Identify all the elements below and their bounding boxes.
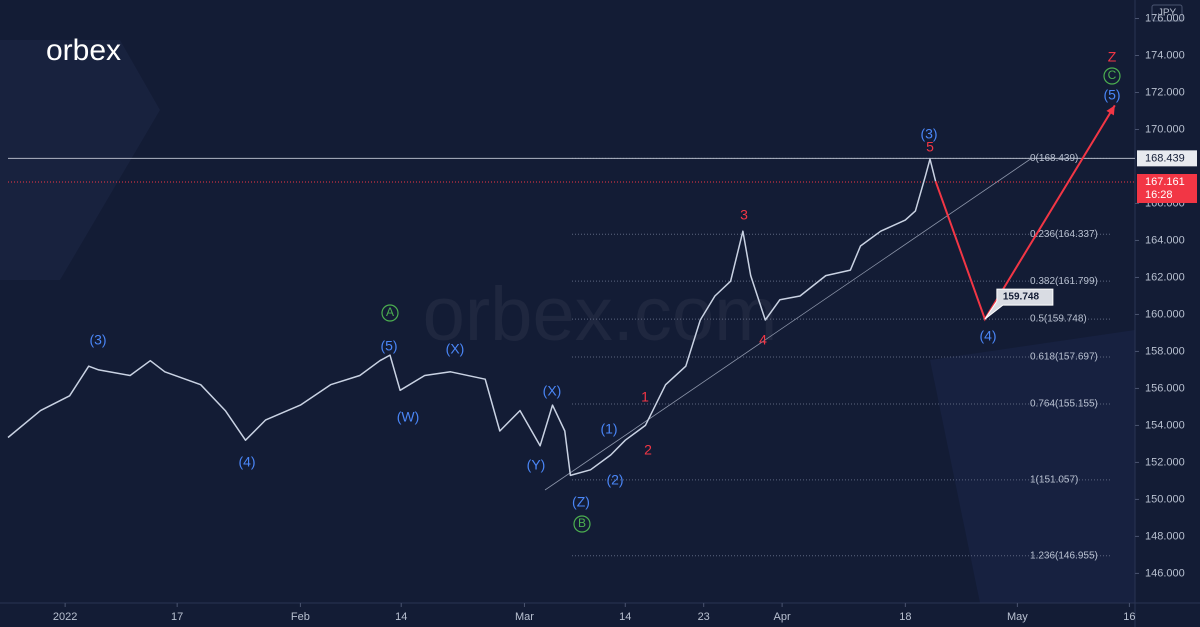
- fib-label: 1.236(146.955): [1030, 550, 1098, 561]
- y-tick-label: 148.000: [1145, 530, 1185, 542]
- x-tick-label: 14: [395, 611, 407, 623]
- x-tick-label: 2022: [53, 611, 77, 623]
- wave-label: (X): [446, 341, 465, 357]
- wave-label: Z: [1108, 49, 1117, 65]
- wave-label: (5): [1103, 87, 1120, 103]
- x-tick-label: 23: [698, 611, 710, 623]
- wave-label: (3): [920, 126, 937, 142]
- wave-label: 5: [926, 139, 934, 155]
- arrow-head: [1106, 105, 1115, 116]
- fib-label: 0.382(161.799): [1030, 276, 1098, 287]
- price-box: [1137, 150, 1197, 167]
- y-tick-label: 162.000: [1145, 271, 1185, 283]
- y-tick-label: 164.000: [1145, 234, 1185, 246]
- wave-label: C: [1108, 68, 1117, 82]
- wave-label: 2: [644, 442, 652, 458]
- decor: [0, 40, 160, 280]
- x-tick-label: Mar: [515, 611, 534, 623]
- y-tick-label: 160.000: [1145, 308, 1185, 320]
- wave-label: (1): [600, 421, 617, 437]
- time-label: 16:28: [1145, 189, 1173, 201]
- callout-box: [984, 288, 1054, 320]
- wave-label: (4): [979, 328, 996, 344]
- y-tick-label: 170.000: [1145, 123, 1185, 135]
- x-tick-label: 16: [1123, 611, 1135, 623]
- decor: [930, 330, 1135, 603]
- fib-label: 0.764(155.155): [1030, 399, 1098, 410]
- trend-line: [544, 157, 1033, 491]
- x-tick-label: 14: [619, 611, 631, 623]
- fib-label: 0.5(159.748): [1030, 314, 1087, 325]
- wave-label: (Y): [527, 457, 546, 473]
- y-tick-label: 156.000: [1145, 382, 1185, 394]
- x-tick-label: 17: [171, 611, 183, 623]
- currency-box: [1151, 4, 1183, 22]
- x-tick-label: Feb: [291, 611, 310, 623]
- wave-circle: [381, 304, 399, 322]
- wave-circle: [1103, 67, 1121, 85]
- callout-label: 159.748: [1003, 292, 1040, 303]
- x-tick-label: 18: [899, 611, 911, 623]
- wave-label: (5): [380, 338, 397, 354]
- fib-label: 1(151.057): [1030, 475, 1078, 486]
- wave-label: 3: [740, 207, 748, 223]
- y-tick-label: 176.000: [1145, 12, 1185, 24]
- price-box: [1137, 173, 1197, 203]
- watermark: orbex.com: [423, 272, 778, 357]
- y-tick-label: 158.000: [1145, 345, 1185, 357]
- y-tick-label: 172.000: [1145, 86, 1185, 98]
- y-tick-label: 146.000: [1145, 567, 1185, 579]
- fib-label: 0(168.439): [1030, 153, 1078, 164]
- y-tick-label: 150.000: [1145, 493, 1185, 505]
- currency: JPY: [1158, 8, 1177, 19]
- wave-label: (4): [238, 454, 255, 470]
- y-tick-label: 152.000: [1145, 456, 1185, 468]
- fib-label: 0.236(164.337): [1030, 229, 1098, 240]
- fib-label: 0.618(157.697): [1030, 352, 1098, 363]
- wave-label: 4: [759, 332, 767, 348]
- wave-label: (Z): [572, 494, 590, 510]
- wave-circle: [573, 515, 591, 533]
- wave-label: B: [578, 516, 586, 530]
- wave-label: (X): [543, 383, 562, 399]
- price-label: 168.439: [1145, 152, 1185, 164]
- price-line: [7, 158, 937, 477]
- wave-label: A: [386, 305, 394, 319]
- y-tick-label: 154.000: [1145, 419, 1185, 431]
- wave-label: 1: [641, 389, 649, 405]
- x-tick-label: May: [1007, 611, 1028, 623]
- price-label: 167.161: [1145, 176, 1185, 188]
- y-tick-label: 174.000: [1145, 49, 1185, 61]
- logo: orbex: [46, 34, 121, 67]
- wave-label: (2): [606, 472, 623, 488]
- x-tick-label: Apr: [774, 611, 791, 623]
- wave-label: (3): [89, 332, 106, 348]
- wave-label: (W): [397, 409, 420, 425]
